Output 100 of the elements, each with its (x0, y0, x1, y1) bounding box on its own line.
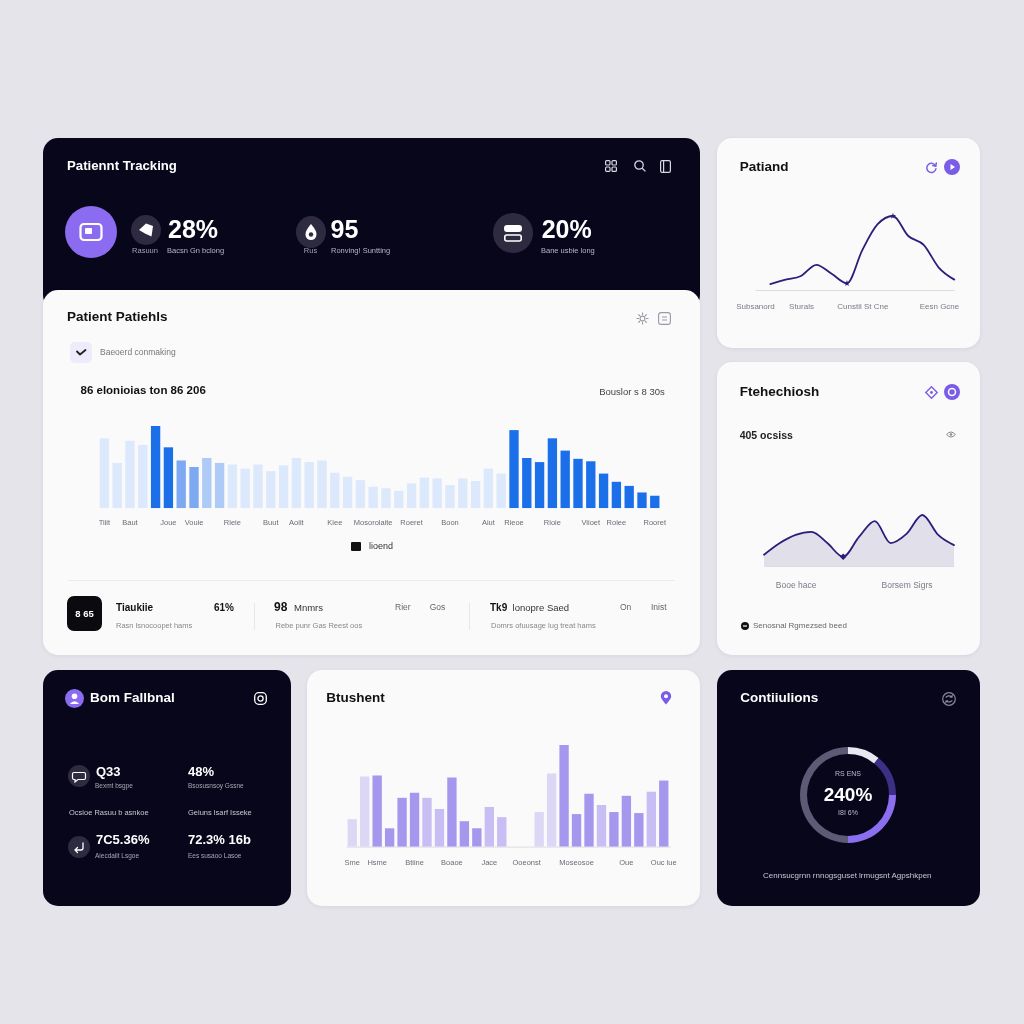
text: Q33 (96, 763, 121, 780)
bar (637, 492, 647, 509)
bar (484, 806, 494, 847)
bar (472, 828, 482, 847)
bar (509, 430, 519, 509)
bar (381, 488, 391, 509)
bar (368, 486, 379, 509)
bar (484, 468, 494, 509)
bar (420, 477, 430, 509)
chart-title: Patient Patiehls (67, 309, 168, 325)
bar (409, 792, 420, 847)
bar (240, 468, 251, 509)
text: Mnmrs (294, 601, 324, 613)
text: Patiennt Tracking (67, 158, 177, 174)
text: lioend (369, 540, 394, 552)
chart-title: Contiiulions (740, 690, 819, 706)
bar (471, 481, 481, 509)
bar (279, 465, 289, 509)
bar (215, 463, 225, 509)
bar (164, 447, 174, 509)
text: 240% (823, 783, 873, 806)
donut-slice (873, 757, 896, 795)
bar (394, 491, 404, 509)
bar (372, 775, 382, 847)
x-tick-label: Cunstil St Cne (836, 302, 889, 312)
text: Gos (429, 601, 446, 613)
bar (189, 467, 199, 509)
bar (646, 791, 656, 847)
bar (522, 458, 532, 509)
text: 95 (330, 214, 359, 244)
text: Inist (651, 601, 667, 613)
bar (100, 438, 110, 509)
bar (534, 811, 544, 847)
bar (202, 458, 212, 509)
bar (609, 811, 619, 847)
chart-title: Ftehechiosh (739, 384, 820, 400)
bar (571, 813, 582, 847)
bar (360, 776, 370, 847)
bar (176, 460, 187, 509)
bar (447, 777, 457, 847)
x-tick-label: Booe hace (775, 579, 817, 590)
bar (634, 812, 644, 847)
chart-title: Btushent (326, 690, 385, 706)
x-tick-label: Borsem Sigrs (881, 579, 933, 590)
text: 48% (188, 763, 215, 780)
bar (434, 808, 445, 847)
bar (384, 828, 395, 847)
bar (546, 773, 557, 847)
text: 28% (168, 214, 219, 244)
donut-slice (847, 746, 879, 764)
bar (445, 485, 455, 509)
bar (397, 797, 407, 847)
bar (112, 463, 123, 509)
x-tick-label: Sturals (788, 302, 814, 312)
bar (253, 464, 263, 509)
bar (584, 793, 594, 847)
text: Bom Fallbnal (90, 690, 175, 706)
text: 86 elonioias ton 86 206 (80, 384, 206, 398)
bar (347, 818, 357, 847)
text: Rier (395, 601, 411, 613)
bar (535, 462, 545, 509)
text: Bouslor s 8 30s (599, 385, 665, 398)
bar (459, 820, 470, 847)
bar (621, 795, 632, 847)
text: 61% (214, 601, 235, 614)
text: On (620, 601, 632, 613)
bar (356, 480, 366, 509)
bar (292, 458, 302, 509)
text: 7C5.36% (96, 831, 150, 848)
bar (343, 477, 353, 509)
bar (586, 461, 596, 509)
x-tick-label: Eesn Gcne (919, 302, 960, 312)
bar (612, 482, 622, 509)
bar (330, 473, 340, 509)
bar (151, 426, 161, 509)
bar (624, 486, 635, 509)
bar (650, 495, 660, 509)
text: 20% (541, 214, 592, 244)
text: lonopre Saed (512, 601, 570, 613)
text: Senosnal Rgmezsed beed (753, 621, 847, 631)
bar (407, 483, 417, 509)
bar (422, 797, 432, 847)
chart-title: Patiand (739, 159, 789, 176)
bar (228, 464, 238, 509)
bar (560, 450, 571, 509)
bar (266, 471, 276, 509)
text: Tiaukiie (116, 601, 154, 614)
text: Tk9 (490, 601, 508, 614)
bar (599, 473, 609, 509)
bar (125, 441, 135, 509)
bar (548, 438, 558, 509)
bar (659, 780, 669, 847)
text: 98 (274, 599, 288, 615)
bar (573, 459, 583, 509)
bar (496, 473, 507, 509)
bar (432, 478, 443, 509)
bar (304, 462, 315, 509)
bar (559, 744, 569, 847)
text: Cennsucgrnn rnnogsguset lrmugsnt Agpshkpen (763, 871, 932, 881)
chart-subtitle: 405 ocsiss (739, 428, 793, 441)
